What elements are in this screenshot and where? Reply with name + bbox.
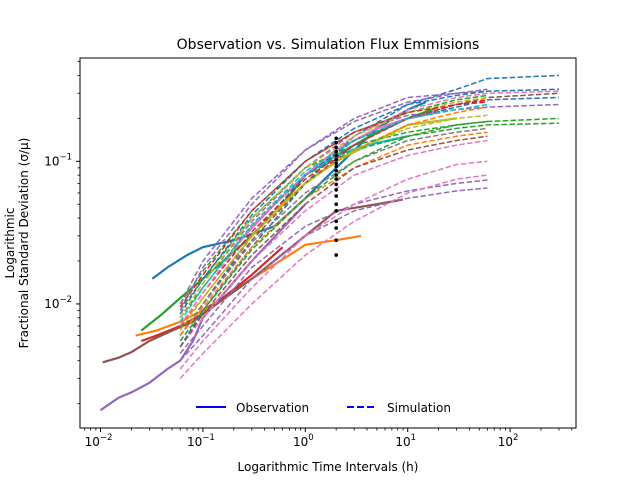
black-point-1 [334,238,339,242]
black-point-19 [334,136,339,141]
x-axis-label: Logarithmic Time Intervals (h) [238,460,419,474]
x-tick-label-0: 10−2 [85,433,113,449]
y-tick-label-0: 10−2 [44,295,72,311]
black-point-12 [334,164,339,169]
simulation-line-26 [179,127,488,337]
x-axis: 10−2 10−1 100 101 102 [84,428,573,449]
simulation-line-34 [179,135,488,348]
points-layer [334,136,339,257]
x-tick-label-2: 100 [293,433,314,449]
legend: Observation Simulation [196,401,451,415]
simulation-line-33 [179,101,488,308]
black-point-4 [334,209,339,213]
black-point-15 [334,153,339,158]
plot-area [99,74,560,412]
simulation-line-29 [179,103,488,323]
x-tick-label-3: 101 [395,433,416,449]
black-point-14 [334,157,339,162]
legend-simulation-label: Simulation [387,401,451,415]
black-point-2 [334,226,339,230]
legend-observation-label: Observation [236,401,309,415]
y-axis-label: Logarithmic Fractional Standard Deviatio… [3,138,31,349]
y-tick-label-1: 10−1 [44,152,72,168]
simulation-line-27 [179,114,488,332]
black-point-8 [334,182,339,187]
simulation-line-23 [179,160,488,370]
black-point-5 [334,202,339,206]
black-point-13 [334,161,339,165]
y-axis-label-line-2: Fractional Standard Deviation (σ/μ) [17,138,31,349]
black-point-7 [334,188,339,192]
black-point-11 [334,168,339,173]
black-point-3 [334,219,339,224]
simulation-line-31 [179,131,488,337]
y-axis-label-line-1: Logarithmic [3,208,17,279]
simulation-line-16 [179,88,488,311]
black-point-6 [334,194,339,198]
simulation-line-28 [179,96,488,319]
black-point-9 [334,177,339,181]
simulation-line-25 [179,90,560,327]
black-point-16 [334,149,339,154]
black-point-17 [334,145,339,150]
simulation-line-15 [179,99,488,327]
plot-frame [79,57,577,429]
simulation-line-22 [179,174,488,380]
simulation-line-20 [179,90,488,305]
simulation-line-19 [179,179,488,354]
simulation-line-30 [179,88,560,315]
y-axis: 10−2 10−1 [44,61,80,405]
black-point-10 [334,173,339,177]
simulation-line-18 [179,187,488,362]
x-tick-label-1: 10−1 [187,433,215,449]
x-tick-label-4: 102 [498,433,519,449]
black-point-0 [334,253,339,257]
chart-title: Observation vs. Simulation Flux Emmision… [177,37,480,53]
simulation-line-32 [179,120,488,342]
black-point-18 [334,140,339,145]
series-layer [99,74,560,412]
simulation-line-24 [179,139,488,348]
